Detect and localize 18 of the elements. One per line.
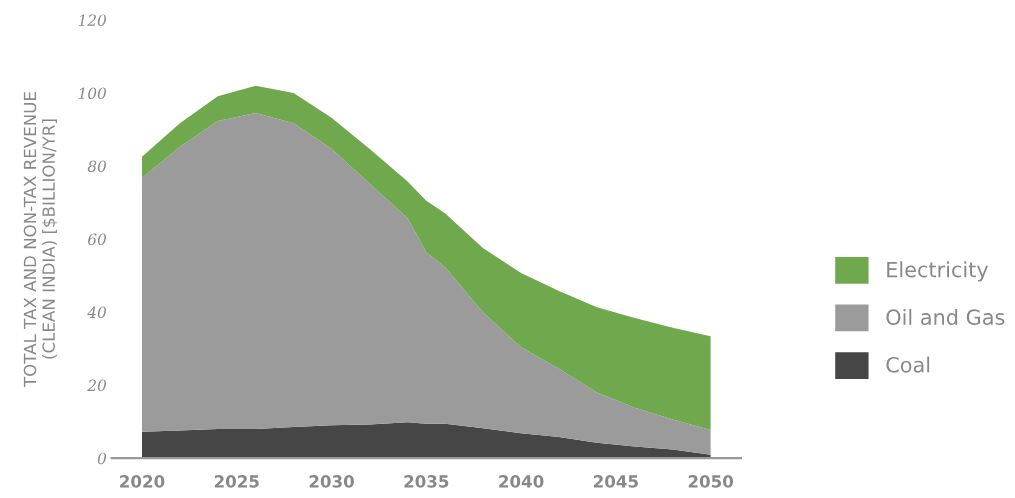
x-tick-label: 2020 <box>120 475 165 488</box>
y-tick-label: 120 <box>78 14 106 26</box>
y-tick-label: 20 <box>87 379 106 392</box>
x-tick-label: 2050 <box>688 475 734 488</box>
y-tick-label: 60 <box>88 233 106 246</box>
legend-label: Coal <box>886 356 930 373</box>
y-axis-title: TOTAL TAX AND NON-TAX REVENUE (CLEAN INDIA) [$BILLION/YR] <box>23 92 58 388</box>
x-tick-label: 2045 <box>593 475 638 488</box>
x-tick-label: 2040 <box>499 475 544 488</box>
x-tick-label: 2030 <box>309 475 354 488</box>
y-tick-label: 40 <box>87 306 106 319</box>
x-tick-label: 2025 <box>214 475 259 488</box>
legend-label: Oil and Gas <box>886 308 1005 326</box>
x-tick-label: 2035 <box>404 475 449 488</box>
y-tick-label: 0 <box>97 452 106 465</box>
y-tick-label: 100 <box>78 87 106 99</box>
y-tick-label: 80 <box>87 160 106 173</box>
legend-label: Electricity <box>887 261 989 282</box>
